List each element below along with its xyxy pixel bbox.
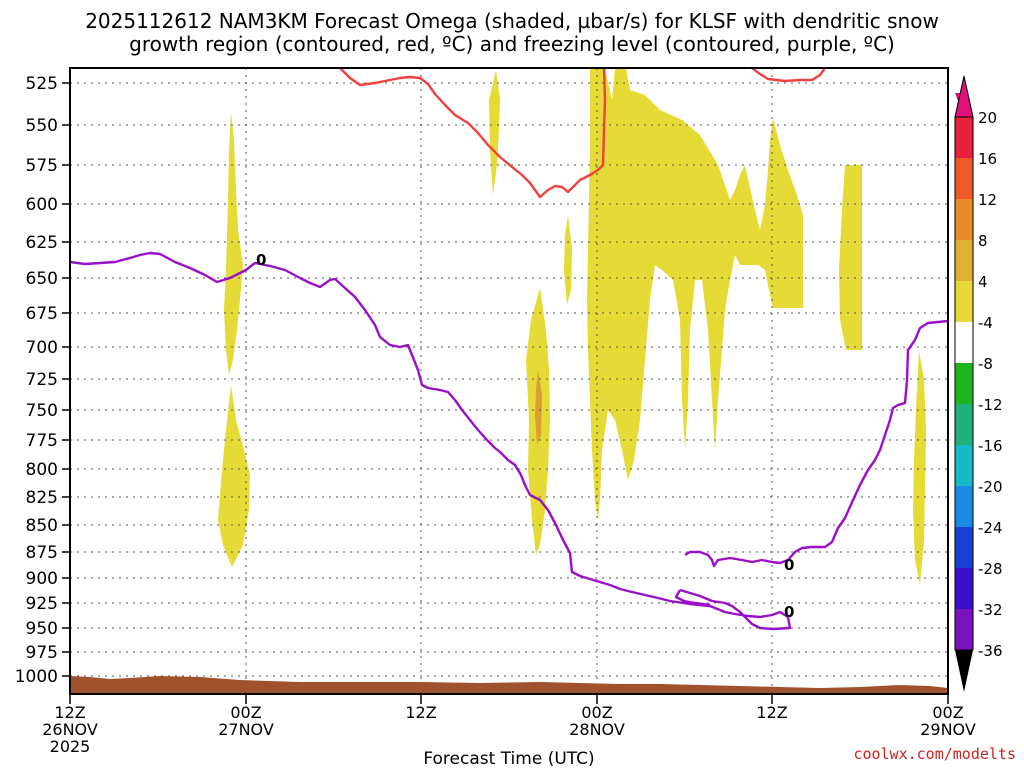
y-tick-label: 1000	[15, 667, 58, 687]
contour-label: 0	[256, 251, 266, 269]
y-tick-label: 975	[26, 643, 58, 663]
colorbar-label: -16	[978, 437, 1003, 455]
y-tick-label: 550	[26, 116, 58, 136]
x-tick-label: 00Z	[230, 703, 261, 722]
colorbar-label: -12	[978, 396, 1003, 414]
omega-shading	[218, 68, 926, 585]
contour-label: 0	[784, 603, 794, 621]
y-tick-label: 800	[26, 460, 58, 480]
plot-background	[70, 68, 948, 694]
x-tick-label: 12Z	[405, 703, 436, 722]
colorbar-bottom-triangle	[955, 650, 973, 692]
freezing-level-contour	[684, 319, 949, 568]
colorbar-label: -4	[978, 314, 993, 332]
y-tick-label: 700	[26, 338, 58, 358]
colorbar-label: -20	[978, 478, 1003, 496]
colorbar-bin	[955, 486, 973, 527]
dendritic-growth-contour	[751, 67, 826, 83]
colorbar-label: 4	[978, 273, 988, 291]
x-axis: 12Z 26NOV 2025 00Z 27NOV 12Z 00Z 28NOV 1…	[42, 694, 976, 768]
colorbar-bin	[955, 199, 973, 240]
y-tick-label: 625	[26, 233, 58, 253]
colorbar-label: -36	[978, 642, 1003, 660]
chart-title-line2: growth region (contoured, red, ºC) and f…	[129, 32, 895, 56]
y-tick-label: 650	[26, 269, 58, 289]
omega-area	[489, 70, 500, 195]
colorbar-bin	[955, 445, 973, 486]
y-tick-label: 675	[26, 304, 58, 324]
dendritic-growth-contour	[339, 67, 607, 199]
y-tick-label: 575	[26, 156, 58, 176]
y-tick-label: 775	[26, 431, 58, 451]
colorbar-bin	[955, 568, 973, 609]
y-tick-label: 825	[26, 488, 58, 508]
y-tick-label: 900	[26, 569, 58, 589]
x-tick-label: 00Z	[932, 703, 963, 722]
omega-area	[224, 112, 243, 375]
plot-frame	[69, 67, 949, 695]
y-tick-label: 875	[26, 543, 58, 563]
colorbar-label: 12	[978, 191, 997, 209]
colorbar-bin	[955, 281, 973, 322]
x-tick-date: 27NOV	[218, 720, 274, 739]
x-tick-year: 2025	[50, 737, 91, 756]
x-tick-label: 00Z	[581, 703, 612, 722]
omega-area	[587, 68, 803, 520]
y-axis: 525 550 575 600 625 650 675 700 725 750 …	[15, 74, 70, 687]
y-tick-label: 750	[26, 401, 58, 421]
y-tick-label: 925	[26, 594, 58, 614]
omega-area	[218, 385, 250, 567]
colorbar-label: 20	[978, 109, 997, 127]
colorbar-bin	[955, 158, 973, 199]
x-tick-date: 26NOV	[42, 720, 98, 739]
y-tick-label: 950	[26, 619, 58, 639]
y-tick-label: 850	[26, 516, 58, 536]
contours	[69, 67, 949, 631]
colorbar: 20 16 12 8 4 -4 -8 -12 -16 -20 -24 -28 -…	[954, 75, 1003, 692]
colorbar-bin	[955, 609, 973, 650]
omega-area	[913, 350, 926, 585]
x-axis-title: Forecast Time (UTC)	[423, 749, 594, 768]
credit-text: coolwx.com/modelts	[853, 745, 1016, 763]
colorbar-bin	[955, 363, 973, 404]
freezing-level-contour	[69, 251, 792, 631]
colorbar-label: -28	[978, 560, 1003, 578]
y-tick-label: 725	[26, 370, 58, 390]
colorbar-label: -32	[978, 601, 1003, 619]
chart-title-line1: 2025112612 NAM3KM Forecast Omega (shaded…	[85, 9, 939, 33]
x-tick-date: 28NOV	[569, 720, 625, 739]
colorbar-bin	[955, 240, 973, 281]
colorbar-label: -8	[978, 355, 993, 373]
colorbar-bin	[955, 527, 973, 568]
ground-surface	[70, 676, 948, 694]
colorbar-bin	[955, 322, 973, 363]
colorbar-label: -24	[978, 519, 1003, 537]
x-tick-marks	[69, 694, 949, 704]
y-tick-marks	[62, 82, 70, 677]
contour-label: 0	[784, 556, 794, 574]
colorbar-label: 8	[978, 232, 988, 250]
y-tick-label: 525	[26, 74, 58, 94]
freezing-level-contour	[674, 589, 711, 607]
omega-area	[564, 215, 572, 305]
colorbar-bin	[955, 404, 973, 445]
x-tick-date: 29NOV	[920, 720, 976, 739]
colorbar-bin	[955, 117, 973, 158]
contour-labels: 0 0 0	[256, 251, 794, 621]
colorbar-label: 16	[978, 150, 997, 168]
plot-area: 0 0 0	[69, 67, 949, 695]
omega-orange-core	[535, 370, 542, 445]
x-tick-label: 12Z	[54, 703, 85, 722]
x-tick-label: 12Z	[756, 703, 787, 722]
y-tick-label: 600	[26, 195, 58, 215]
omega-area	[839, 165, 862, 350]
